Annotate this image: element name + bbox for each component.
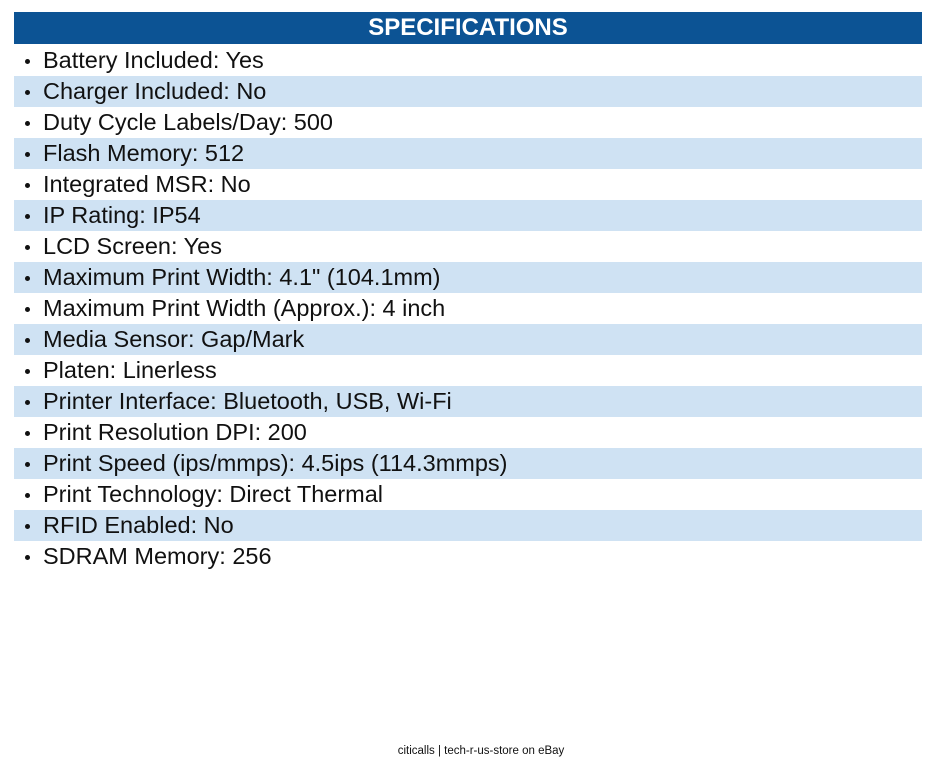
footer: citicalls | tech-r-us-store on eBay (397, 745, 565, 757)
spec-item: Flash Memory: 512 (14, 138, 922, 169)
spec-item: Charger Included: No (14, 76, 922, 107)
header-title: SPECIFICATIONS (14, 12, 922, 44)
spec-item: Platen: Linerless (14, 355, 922, 386)
spec-item: Print Speed (ips/mmps): 4.5ips (114.3mmp… (14, 448, 922, 479)
spec-item: LCD Screen: Yes (14, 231, 922, 262)
spec-item: Media Sensor: Gap/Mark (14, 324, 922, 355)
spec-item: Print Technology: Direct Thermal (14, 479, 922, 510)
spec-item: Maximum Print Width (Approx.): 4 inch (14, 293, 922, 324)
spec-item: Maximum Print Width: 4.1" (104.1mm) (14, 262, 922, 293)
spec-item: Integrated MSR: No (14, 169, 922, 200)
spec-item: Battery Included: Yes (14, 45, 922, 76)
spec-item: Print Resolution DPI: 200 (14, 417, 922, 448)
spec-item: Duty Cycle Labels/Day: 500 (14, 107, 922, 138)
spec-item: RFID Enabled: No (14, 510, 922, 541)
spec-item: Printer Interface: Bluetooth, USB, Wi-Fi (14, 386, 922, 417)
spec-item: IP Rating: IP54 (14, 200, 922, 231)
spec-list: Battery Included: Yes Charger Included: N… (14, 45, 922, 572)
spec-item: SDRAM Memory: 256 (14, 541, 922, 572)
